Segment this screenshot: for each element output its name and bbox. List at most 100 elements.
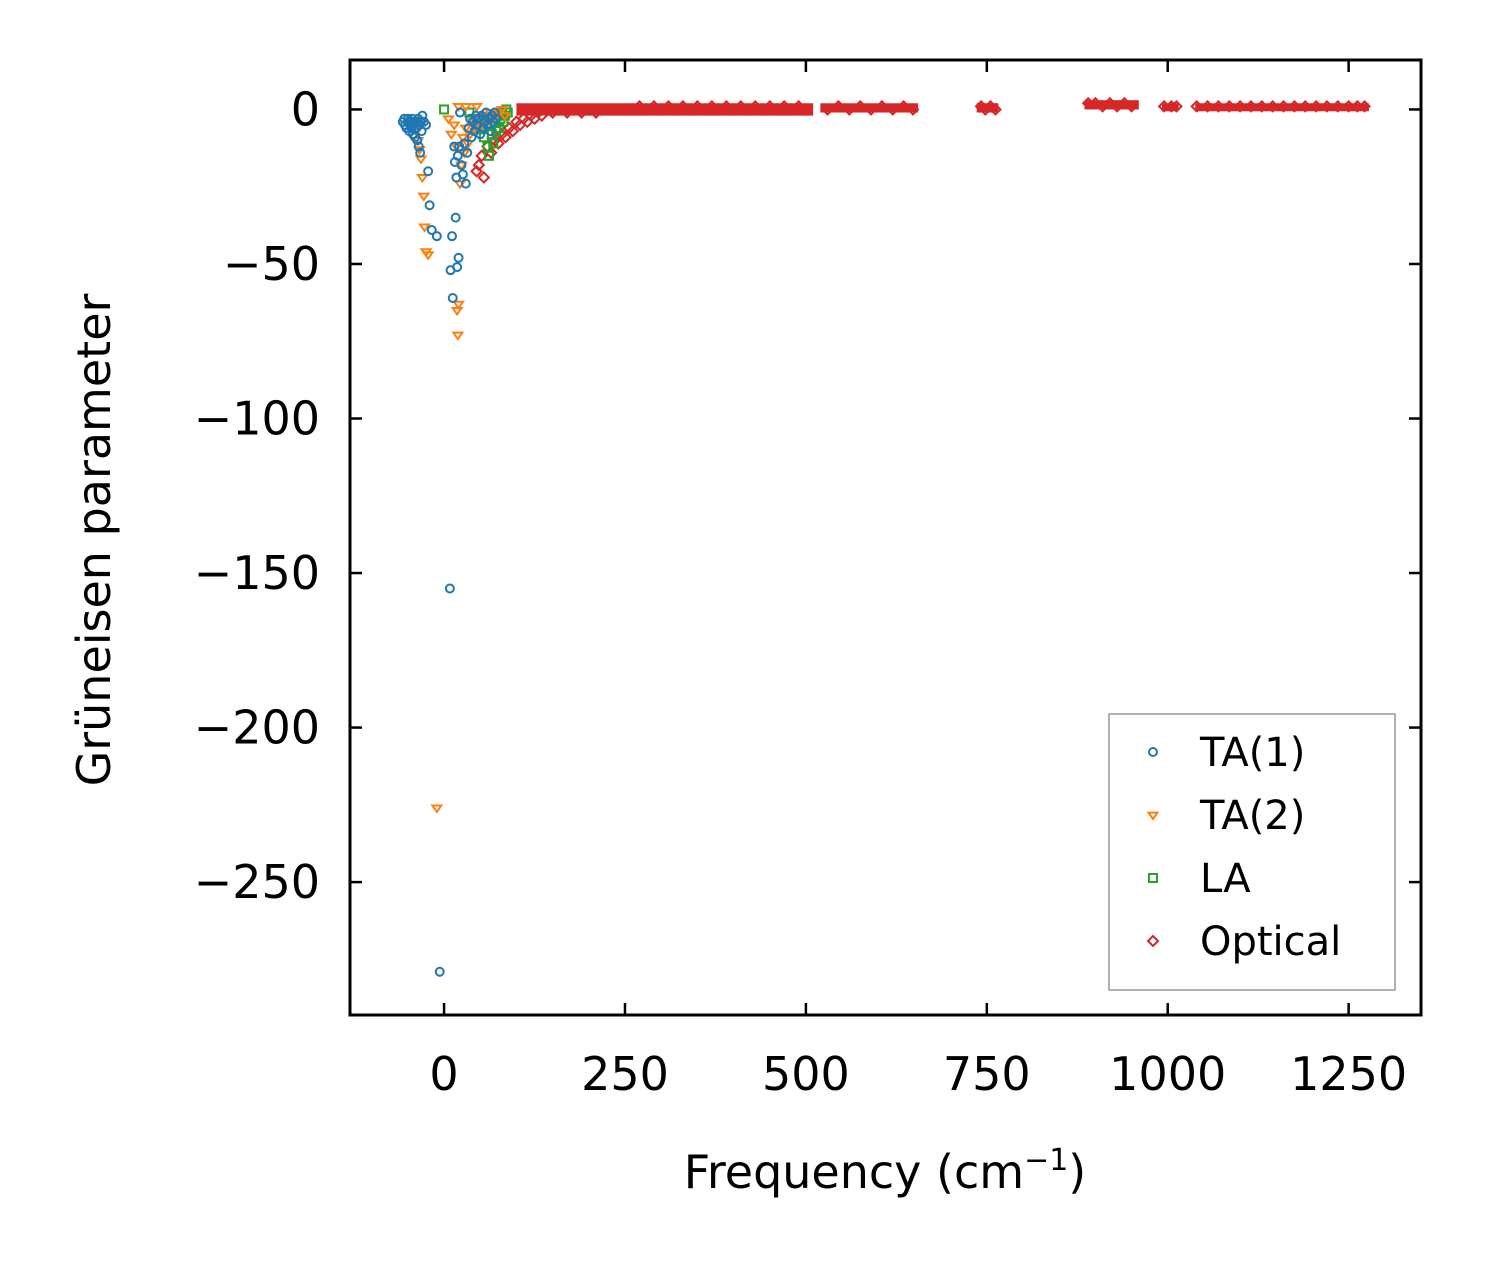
data-point	[1211, 99, 1225, 113]
data-point	[491, 137, 505, 150]
data-point	[456, 160, 467, 171]
data-point	[499, 130, 512, 144]
legend-marker	[1148, 873, 1158, 883]
y-tick-label: −250	[194, 855, 320, 909]
data-point	[495, 106, 509, 116]
legend-entry: TA(2)	[1146, 793, 1305, 839]
legend-label: LA	[1200, 856, 1251, 902]
data-point	[434, 966, 445, 977]
x-tick-label: 1250	[1290, 1047, 1407, 1101]
data-point	[690, 99, 704, 113]
data-point	[451, 331, 465, 341]
data-point	[748, 99, 762, 113]
data-point	[472, 158, 486, 172]
data-point	[459, 138, 470, 149]
data-point	[455, 161, 468, 171]
data-point	[452, 150, 463, 161]
data-point	[421, 251, 435, 261]
data-point	[661, 99, 675, 113]
legend-label: Optical	[1200, 919, 1341, 965]
data-point	[821, 103, 835, 116]
data-point	[452, 300, 465, 310]
data-point	[1233, 99, 1247, 113]
data-point	[430, 804, 444, 814]
data-point	[763, 99, 777, 113]
data-point	[477, 171, 491, 184]
data-point	[441, 115, 455, 125]
data-point	[483, 150, 494, 161]
data-point	[412, 135, 423, 146]
data-point	[1298, 99, 1312, 113]
data-point	[456, 133, 470, 144]
data-point	[418, 223, 431, 233]
data-point	[842, 103, 856, 116]
data-point	[413, 141, 424, 152]
data-point	[1358, 99, 1371, 113]
data-point	[582, 103, 596, 116]
data-point	[444, 583, 455, 594]
y-tick-label: −50	[223, 237, 320, 291]
data-point	[491, 113, 502, 124]
data-point	[423, 166, 434, 177]
plot-area-frame	[348, 58, 1423, 1017]
data-point	[447, 121, 461, 131]
data-point	[457, 169, 468, 180]
data-point	[1287, 99, 1301, 113]
x-tick-label: 500	[762, 1047, 850, 1101]
data-point	[417, 192, 431, 202]
optical-dense-band	[1195, 103, 1369, 112]
y-axis-label: Grüneisen parameter	[67, 293, 121, 786]
data-point	[567, 103, 581, 116]
data-point	[832, 99, 845, 113]
data-point	[676, 99, 690, 113]
data-point	[424, 200, 435, 211]
data-point	[454, 107, 465, 118]
legend-label: TA(1)	[1199, 730, 1305, 776]
legend-label: TA(2)	[1199, 793, 1305, 839]
optical-dense-band	[820, 103, 919, 113]
data-point	[1222, 99, 1236, 113]
legend-marker	[1146, 934, 1160, 948]
data-point	[449, 141, 460, 152]
legend-marker	[1148, 747, 1158, 757]
data-point	[647, 99, 661, 113]
data-point	[506, 124, 520, 138]
data-point	[485, 126, 496, 137]
data-point	[444, 130, 458, 140]
data-point	[415, 147, 426, 158]
data-point	[538, 103, 552, 116]
data-point	[984, 99, 997, 113]
data-point	[705, 99, 719, 113]
data-point	[420, 119, 431, 130]
series-optical	[470, 96, 1371, 184]
x-tick-label: 250	[581, 1047, 669, 1101]
data-point	[553, 103, 567, 116]
data-point	[452, 102, 465, 113]
legend-entry: Optical	[1146, 919, 1341, 965]
axis-ticks: 0 250 500 750 1000 1250 0 −50 −100 −150 −200 −250	[194, 60, 1421, 1101]
data-point	[460, 178, 471, 189]
data-point	[439, 104, 450, 115]
data-point	[470, 102, 484, 113]
data-point	[450, 212, 461, 223]
data-point	[1309, 99, 1323, 113]
data-point	[792, 99, 806, 113]
legend-entry: LA	[1148, 856, 1251, 902]
data-point	[1103, 96, 1117, 110]
data-point	[734, 99, 748, 113]
data-point	[450, 306, 464, 317]
data-point	[777, 99, 791, 113]
data-point	[1125, 99, 1138, 113]
data-point	[719, 99, 733, 113]
x-tick-label: 1000	[1109, 1047, 1226, 1101]
legend-box	[1108, 713, 1396, 991]
data-point	[897, 99, 911, 113]
y-tick-label: −150	[194, 546, 320, 600]
data-point	[447, 231, 458, 242]
y-tick-label: 0	[291, 82, 320, 136]
data-point	[426, 224, 437, 235]
data-point	[1190, 99, 1204, 113]
data-point	[906, 103, 920, 116]
data-point	[462, 147, 473, 158]
data-point	[498, 112, 512, 122]
